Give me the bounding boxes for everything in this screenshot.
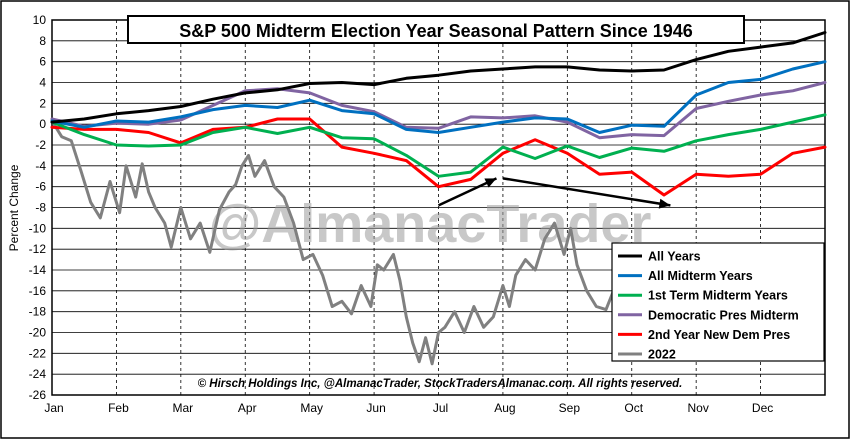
series-line-4 bbox=[50, 117, 827, 197]
x-tick-label: May bbox=[300, 401, 323, 415]
x-tick-label: Sep bbox=[559, 401, 581, 415]
legend-label-4: 2nd Year New Dem Pres bbox=[648, 328, 790, 342]
y-tick-label: -18 bbox=[29, 305, 47, 319]
x-tick-label: Feb bbox=[108, 401, 129, 415]
y-tick-label: 10 bbox=[33, 13, 47, 27]
legend-label-3: Democratic Pres Midterm bbox=[648, 308, 799, 322]
y-tick-label: 8 bbox=[39, 34, 46, 48]
y-tick-label: -20 bbox=[29, 326, 47, 340]
y-tick-label: -12 bbox=[29, 242, 47, 256]
title-box: S&P 500 Midterm Election Year Seasonal P… bbox=[127, 15, 745, 44]
legend-label-1: All Midterm Years bbox=[648, 269, 753, 283]
x-tick-label: Jul bbox=[433, 401, 448, 415]
series-line-5 bbox=[50, 119, 630, 366]
series-line-3 bbox=[50, 81, 827, 140]
copyright-footer: © Hirsch Holdings Inc, @AlmanacTrader, S… bbox=[198, 378, 683, 390]
y-tick-label: 2 bbox=[39, 96, 46, 110]
x-tick-label: Jan bbox=[44, 401, 63, 415]
y-tick-label: 6 bbox=[39, 55, 46, 69]
series-line-1 bbox=[50, 60, 827, 134]
series-line-2 bbox=[50, 113, 827, 178]
x-axis: Jan Feb Mar Apr May Jun Jul Aug Sep Oct Nov Dec bbox=[44, 401, 773, 415]
y-tick-label: -26 bbox=[29, 388, 47, 402]
x-tick-label: Mar bbox=[172, 401, 193, 415]
y-tick-label: -4 bbox=[35, 159, 46, 173]
annotation-arrowhead-0 bbox=[484, 178, 497, 188]
y-tick-label: -2 bbox=[35, 138, 46, 152]
y-tick-label: -10 bbox=[29, 221, 47, 235]
series-lines bbox=[50, 31, 827, 366]
title-frame bbox=[127, 15, 745, 44]
annotations bbox=[437, 177, 671, 209]
x-tick-label: Nov bbox=[687, 401, 708, 415]
y-tick-label: 0 bbox=[39, 117, 46, 131]
legend-label-2: 1st Term Midterm Years bbox=[648, 289, 788, 303]
legend-label-0: All Years bbox=[648, 250, 701, 264]
legend-frame bbox=[611, 242, 825, 362]
y-tick-label: -22 bbox=[29, 346, 47, 360]
y-tick-label: -8 bbox=[35, 201, 46, 215]
y-tick-label: -16 bbox=[29, 284, 47, 298]
annotation-arrowhead-1 bbox=[658, 198, 671, 209]
legend-label-5: 2022 bbox=[648, 348, 676, 362]
y-axis: 10 8 6 4 2 0 -2 -4 -6 -8 -10 -12 -14 -16 -18 -20 -22 -24 -… bbox=[29, 13, 47, 402]
x-tick-label: Oct bbox=[624, 401, 643, 415]
x-tick-label: Aug bbox=[494, 401, 515, 415]
y-tick-label: -14 bbox=[29, 263, 47, 277]
annotation-arrow-1 bbox=[502, 177, 671, 207]
chart-title: S&P 500 Midterm Election Year Seasonal P… bbox=[179, 21, 693, 41]
series-line-0 bbox=[50, 31, 827, 124]
y-tick-label: -6 bbox=[35, 180, 46, 194]
x-tick-label: Jun bbox=[366, 401, 385, 415]
x-tick-label: Dec bbox=[752, 401, 773, 415]
legend: All Years All Midterm Years 1st Term Midte… bbox=[611, 242, 825, 362]
y-tick-label: 4 bbox=[39, 76, 46, 90]
x-tick-label: Apr bbox=[238, 401, 257, 415]
y-tick-label: -24 bbox=[29, 367, 47, 381]
y-axis-label: Percent Change bbox=[7, 164, 21, 251]
watermark: @AlmanacTrader bbox=[209, 194, 652, 254]
